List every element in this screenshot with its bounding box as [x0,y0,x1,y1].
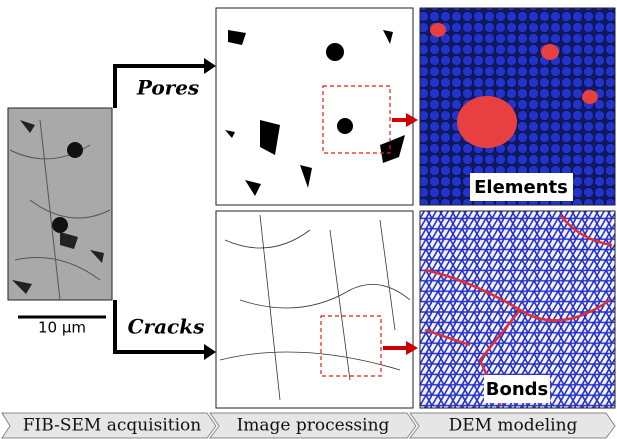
cracks-image [216,211,413,408]
pores-image [216,8,413,205]
scale-label: 10 μm [38,319,86,337]
pipeline-step: DEM modeling [449,416,578,436]
pipeline-bar: FIB-SEM acquisition Image processing DEM… [2,413,615,438]
arrow-head [204,344,216,360]
pipeline-step: Image processing [237,416,390,436]
dem-label: Bonds [486,379,549,400]
branch-label: Pores [136,76,199,100]
arrow-head [204,58,216,74]
sem-image [8,108,112,300]
dem-label: Elements [474,177,568,198]
branch-label: Cracks [128,315,205,339]
elements-image: Elements [420,8,615,205]
figure: 10 μm Pores Cracks Elements Bonds FIB-SE… [0,0,617,439]
pipeline-step: FIB-SEM acquisition [23,416,202,436]
bonds-image: Bonds [420,211,615,408]
